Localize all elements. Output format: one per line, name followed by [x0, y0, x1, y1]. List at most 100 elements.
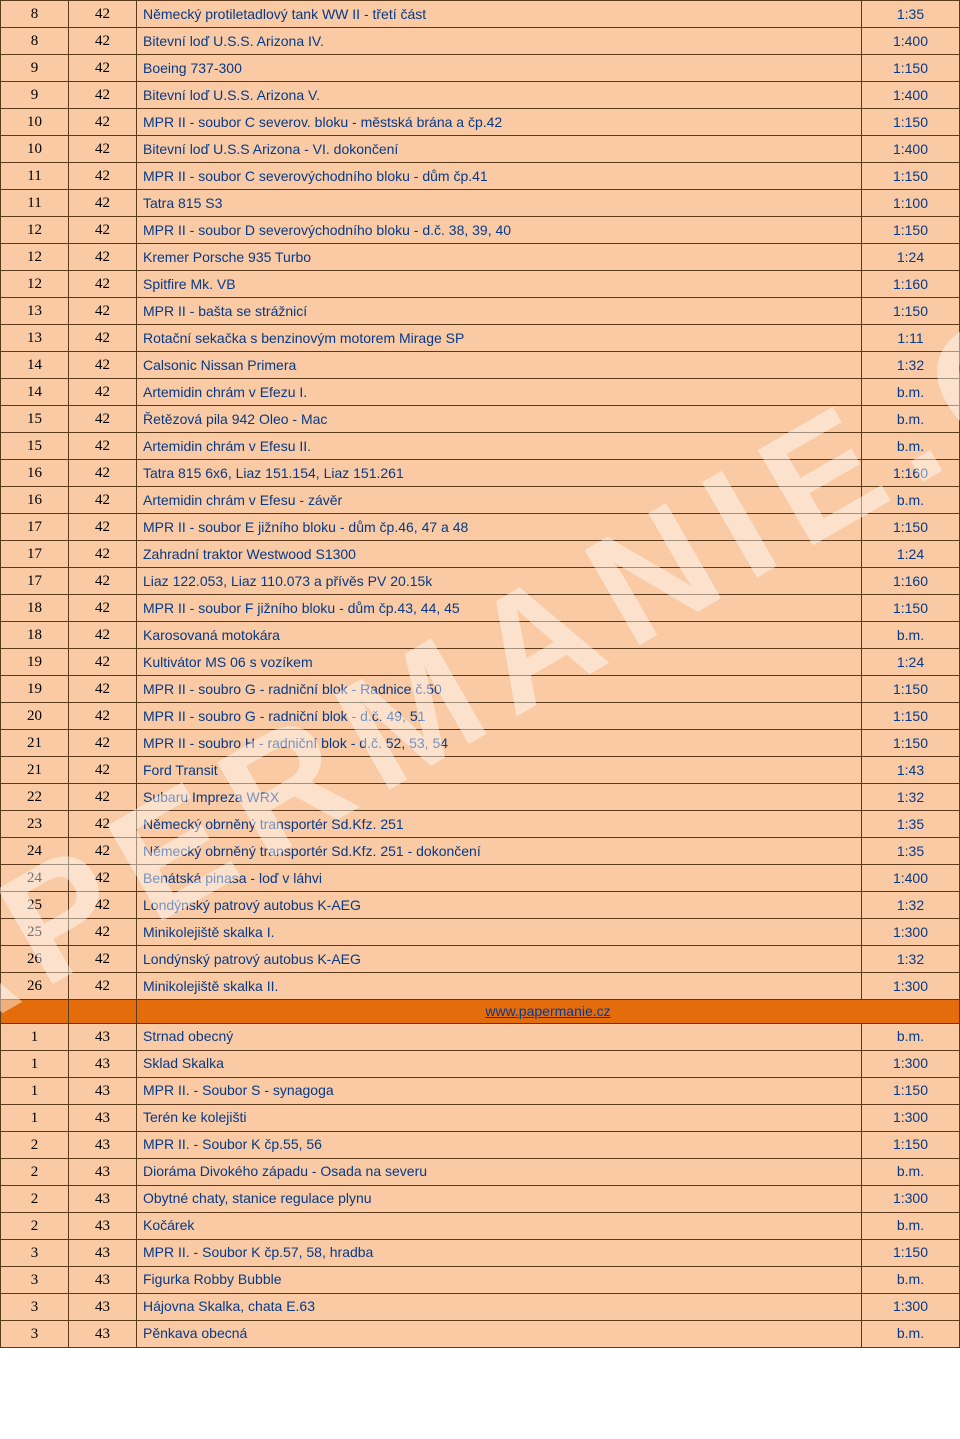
table-row: 1742Zahradní traktor Westwood S13001:24 — [1, 541, 960, 568]
col-a-value: 9 — [1, 55, 69, 82]
col-scale-value: 1:100 — [862, 190, 960, 217]
col-scale-value: 1:24 — [862, 244, 960, 271]
col-desc-value: Subaru Impreza WRX — [137, 784, 862, 811]
col-scale-value: b.m. — [862, 406, 960, 433]
col-desc-value: Benátská pinasa - loď v láhvi — [137, 865, 862, 892]
col-a-value: 1 — [1, 1023, 69, 1050]
col-a-value: 20 — [1, 703, 69, 730]
col-desc-value: MPR II - soubro G - radniční blok - Radn… — [137, 676, 862, 703]
col-b-value: 43 — [69, 1293, 137, 1320]
col-desc-value: Kultivátor MS 06 s vozíkem — [137, 649, 862, 676]
col-b-value: 43 — [69, 1320, 137, 1347]
col-a-value: 24 — [1, 838, 69, 865]
col-b-value: 42 — [69, 649, 137, 676]
col-scale-value: 1:150 — [862, 676, 960, 703]
col-desc-value: Hájovna Skalka, chata E.63 — [137, 1293, 862, 1320]
col-scale-value: 1:160 — [862, 460, 960, 487]
data-table: 8 42 Německý protiletadlový tank WW II - t… — [0, 0, 960, 1348]
table-row: 1642Tatra 815 6x6, Liaz 151.154, Liaz 15… — [1, 460, 960, 487]
col-desc-value: Londýnský patrový autobus K-AEG — [137, 946, 862, 973]
col-b-value: 42 — [69, 622, 137, 649]
separator-link[interactable]: www.papermanie.cz — [485, 1003, 610, 1019]
col-desc-value: Ford Transit — [137, 757, 862, 784]
col-a-value: 13 — [1, 298, 69, 325]
col-desc-value: MPR II. - Soubor K čp.57, 58, hradba — [137, 1239, 862, 1266]
table-row: 1542Artemidin chrám v Efesu II.b.m. — [1, 433, 960, 460]
col-b-value: 42 — [69, 217, 137, 244]
col-a-value: 3 — [1, 1293, 69, 1320]
col-desc-value: Dioráma Divokého západu - Osada na sever… — [137, 1158, 862, 1185]
table-row: 343MPR II. - Soubor K čp.57, 58, hradba1… — [1, 1239, 960, 1266]
col-desc-value: MPR II - soubro G - radniční blok - d.č.… — [137, 703, 862, 730]
col-scale-value: 1:24 — [862, 541, 960, 568]
col-desc-value: Německý obrněný transportér Sd.Kfz. 251 — [137, 811, 862, 838]
table-row: 1242MPR II - soubor D severovýchodního b… — [1, 217, 960, 244]
col-b-value: 42 — [69, 109, 137, 136]
col-a-value: 17 — [1, 568, 69, 595]
col-desc-value: Kočárek — [137, 1212, 862, 1239]
col-b-value: 42 — [69, 595, 137, 622]
table-row: 2542Londýnský patrový autobus K-AEG1:32 — [1, 892, 960, 919]
col-a-value: 14 — [1, 352, 69, 379]
col-b-value: 42 — [69, 541, 137, 568]
col-b-value: 42 — [69, 730, 137, 757]
col-desc-value: Zahradní traktor Westwood S1300 — [137, 541, 862, 568]
col-scale-value: 1:150 — [862, 1239, 960, 1266]
table-row: 842Bitevní loď U.S.S. Arizona IV.1:400 — [1, 28, 960, 55]
col-a-value: 1 — [1, 1104, 69, 1131]
col-desc-value: Německý protiletadlový tank WW II - třet… — [137, 1, 862, 28]
col-desc-value: Spitfire Mk. VB — [137, 271, 862, 298]
table-row: 1342MPR II - bašta se strážnicí1:150 — [1, 298, 960, 325]
col-scale-value: 1:150 — [862, 163, 960, 190]
col-desc-value: MPR II. - Soubor S - synagoga — [137, 1077, 862, 1104]
col-b-value: 43 — [69, 1077, 137, 1104]
col-b-value: 42 — [69, 136, 137, 163]
table-row: 1642Artemidin chrám v Efesu - závěrb.m. — [1, 487, 960, 514]
col-b-value: 42 — [69, 325, 137, 352]
col-scale-value: 1:24 — [862, 649, 960, 676]
table-row: 2342Německý obrněný transportér Sd.Kfz. … — [1, 811, 960, 838]
col-scale-value: 1:150 — [862, 1077, 960, 1104]
col-a-value: 16 — [1, 460, 69, 487]
col-b-value: 43 — [69, 1050, 137, 1077]
col-desc-value: Řetězová pila 942 Oleo - Mac — [137, 406, 862, 433]
col-a-value: 13 — [1, 325, 69, 352]
col-desc-value: Figurka Robby Bubble — [137, 1266, 862, 1293]
col-desc-value: Artemidin chrám v Efesu - závěr — [137, 487, 862, 514]
col-desc-value: MPR II - soubor F jižního bloku - dům čp… — [137, 595, 862, 622]
table-row: 1442Calsonic Nissan Primera1:32 — [1, 352, 960, 379]
col-scale-value: 1:400 — [862, 82, 960, 109]
col-a-value: 25 — [1, 919, 69, 946]
col-a-value: 21 — [1, 730, 69, 757]
col-a-value: 16 — [1, 487, 69, 514]
col-b-value: 42 — [69, 298, 137, 325]
col-desc-value: MPR II - bašta se strážnicí — [137, 298, 862, 325]
col-desc-value: Londýnský patrový autobus K-AEG — [137, 892, 862, 919]
col-scale-value: 1:300 — [862, 919, 960, 946]
col-b-value: 42 — [69, 487, 137, 514]
col-a-value: 10 — [1, 109, 69, 136]
col-scale-value: 1:400 — [862, 136, 960, 163]
col-a-value: 2 — [1, 1158, 69, 1185]
col-desc-value: Artemidin chrám v Efezu I. — [137, 379, 862, 406]
col-scale-value: 1:300 — [862, 1293, 960, 1320]
col-a-value: 15 — [1, 406, 69, 433]
col-desc-value: Obytné chaty, stanice regulace plynu — [137, 1185, 862, 1212]
col-scale-value: b.m. — [862, 622, 960, 649]
col-a-value: 2 — [1, 1212, 69, 1239]
col-b-value: 43 — [69, 1131, 137, 1158]
table-row: 1042Bitevní loď U.S.S Arizona - VI. doko… — [1, 136, 960, 163]
col-a-value: 14 — [1, 379, 69, 406]
col-scale-value: 1:150 — [862, 298, 960, 325]
table-row: 1442Artemidin chrám v Efezu I.b.m. — [1, 379, 960, 406]
col-a-value: 8 — [1, 1, 69, 28]
table-row: 343Hájovna Skalka, chata E.631:300 — [1, 1293, 960, 1320]
col-scale-value: 1:150 — [862, 55, 960, 82]
table-row: 143Strnad obecnýb.m. — [1, 1023, 960, 1050]
col-desc-value: MPR II - soubor D severovýchodního bloku… — [137, 217, 862, 244]
col-b-value: 43 — [69, 1104, 137, 1131]
col-a-value: 21 — [1, 757, 69, 784]
col-a-value: 19 — [1, 649, 69, 676]
col-scale-value: 1:150 — [862, 595, 960, 622]
col-desc-value: Bitevní loď U.S.S. Arizona V. — [137, 82, 862, 109]
